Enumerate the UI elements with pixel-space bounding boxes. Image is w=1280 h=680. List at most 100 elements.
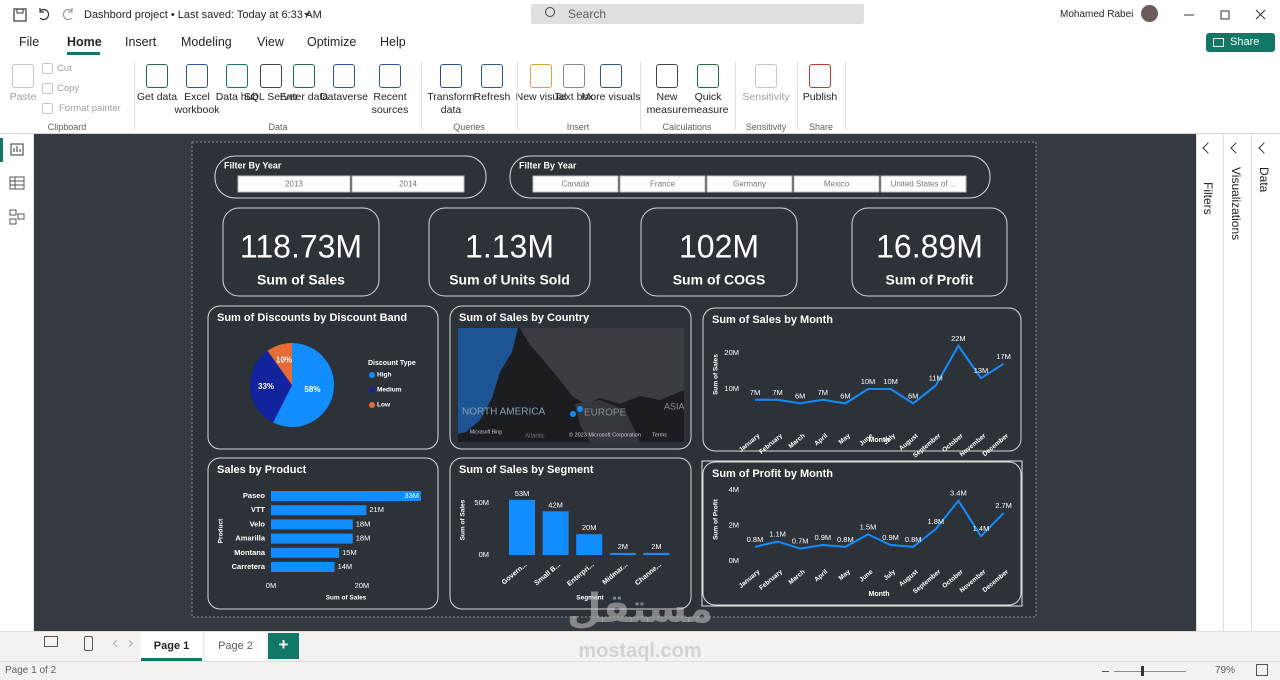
slicer-item[interactable] [619, 175, 706, 193]
ribbon-icon [42, 63, 53, 74]
line-series [754, 498, 1005, 550]
ribbon-group-label: Sensitivity [745, 122, 787, 132]
pie-slice [273, 343, 334, 428]
user-name: Mohamed Rabei [1060, 9, 1134, 20]
report-canvas: Filter By Year 2013 2014 Filter By Year Cana… [191, 141, 1037, 618]
ribbon-group-label: Queries [453, 122, 485, 132]
ribbon-button[interactable]: Publish [790, 60, 850, 120]
share-button[interactable]: Share [1206, 33, 1275, 52]
map-label: ASIA [664, 401, 685, 411]
zoom-thumb[interactable] [1141, 666, 1144, 676]
kpi-value: 16.89M [876, 228, 983, 264]
ribbon-button: Paste [0, 60, 53, 120]
menu-tab[interactable]: Home [67, 35, 102, 49]
ribbon-button[interactable]: Refresh [462, 60, 522, 120]
ribbon-button[interactable]: Data hub [207, 60, 267, 120]
ribbon-icon [563, 64, 585, 88]
slicer-item[interactable] [237, 175, 351, 193]
view-icons[interactable] [44, 636, 58, 647]
watermark-logo: مستقل [566, 586, 714, 632]
ribbon-button[interactable]: Transform data [421, 60, 481, 120]
pane-title[interactable]: Data [1257, 167, 1271, 193]
legend-label: Medium [377, 387, 402, 394]
window-controls[interactable] [1170, 0, 1280, 29]
menu-tab[interactable]: File [19, 35, 40, 49]
ribbon-button[interactable]: Enter data [274, 60, 334, 120]
map-bubble [577, 406, 583, 412]
ribbon-icon [226, 64, 248, 88]
menu-tab-underline [67, 52, 100, 55]
slicer-item[interactable] [532, 175, 619, 193]
ribbon-icon [146, 64, 168, 88]
y-tick-label: 0M [729, 556, 739, 565]
slicer-item[interactable] [706, 175, 793, 193]
ribbon-button[interactable]: Quick measure [678, 60, 738, 120]
menu-tab[interactable]: Help [380, 35, 406, 49]
pie-label: 58% [304, 385, 320, 394]
y-tick-label: 2M [729, 520, 739, 529]
ribbon-button[interactable]: Recent sources [360, 60, 420, 120]
data-label: 0.8M [747, 535, 764, 544]
page-tab[interactable]: Page 1 [141, 632, 202, 661]
zoom-minus[interactable] [1102, 671, 1109, 672]
map-label: Microsoft Bing [470, 429, 502, 435]
ribbon-icon [809, 64, 831, 88]
ribbon-icon [42, 103, 53, 114]
ribbon-button[interactable]: Excel workbook [167, 60, 227, 120]
ribbon-button[interactable]: More visuals [581, 60, 641, 120]
map-region-sales [458, 328, 518, 434]
y-tick-label: Montana [234, 548, 266, 557]
pane-title[interactable]: Visualizations [1229, 167, 1243, 241]
fit-page[interactable] [1256, 664, 1268, 676]
slicer-item[interactable] [880, 175, 967, 193]
phone-icon[interactable] [84, 636, 93, 651]
slicer-item[interactable] [351, 175, 465, 193]
menu-tab[interactable]: Modeling [181, 35, 232, 49]
visual-title: Sum of Sales by Country [459, 312, 590, 324]
legend-label: High [377, 372, 391, 379]
page-tab[interactable]: Page 2 [205, 632, 266, 661]
ribbon-label: Cut [57, 63, 72, 74]
ribbon-button[interactable]: New measure [637, 60, 697, 120]
map-label: EUROPE [584, 408, 627, 419]
ribbon-button[interactable]: Text box [544, 60, 604, 120]
avatar[interactable] [1141, 5, 1158, 22]
add-page-label: + [278, 635, 289, 654]
y-tick-label: 20M [724, 348, 739, 357]
data-label: 2M [651, 542, 661, 551]
slicer-item[interactable] [793, 175, 880, 193]
pane-title[interactable]: Filters [1201, 182, 1215, 215]
pie-label: 10% [276, 355, 292, 364]
menu-tab[interactable]: Optimize [307, 35, 357, 49]
data-label: 53M [515, 489, 530, 498]
slicer-item-label: Germany [733, 180, 766, 189]
search-box[interactable]: Search [531, 4, 864, 24]
ribbon-button[interactable]: Dataverse [314, 60, 374, 120]
ribbon-separator [421, 62, 422, 130]
ribbon-button[interactable]: SQL Server [241, 60, 301, 120]
x-tick-label: 20M [355, 581, 370, 590]
data-label: 15M [342, 548, 357, 557]
ribbon-button[interactable]: New visual [511, 60, 571, 120]
add-page[interactable]: + [268, 633, 299, 659]
search-icon [545, 7, 555, 17]
data-label: 0.9M [882, 533, 899, 542]
ribbon-label: Enter data [279, 91, 329, 103]
ribbon-separator [797, 62, 798, 130]
data-label: 0.9M [814, 533, 831, 542]
ribbon-separator [735, 62, 736, 130]
data-label: 13M [974, 366, 989, 375]
menu-tab[interactable]: Insert [125, 35, 157, 49]
left-nav-icons[interactable] [0, 134, 34, 234]
ribbon-separator [845, 62, 846, 130]
ribbon-separator [134, 62, 135, 130]
data-label: 2M [618, 542, 628, 551]
data-label: 7M [750, 388, 760, 397]
ribbon-button[interactable]: Get data [127, 60, 187, 120]
data-label: 0.7M [792, 537, 809, 546]
y-tick-label: Carretera [232, 562, 266, 571]
data-label: 1.8M [927, 517, 944, 526]
menu-tab[interactable]: View [257, 35, 284, 49]
visual-title: Sales by Product [217, 464, 307, 476]
data-label: 17M [996, 352, 1011, 361]
